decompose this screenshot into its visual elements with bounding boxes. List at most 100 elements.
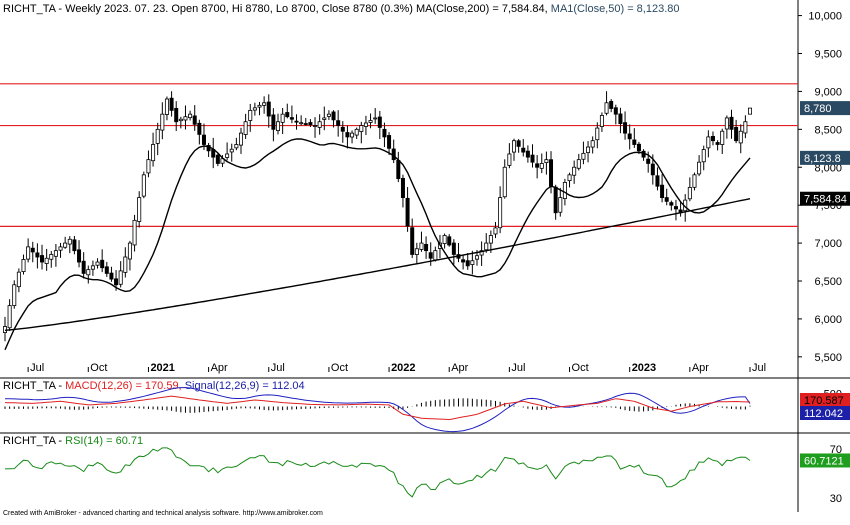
candle-body bbox=[474, 255, 479, 260]
candle-body bbox=[49, 254, 54, 260]
candle-body bbox=[271, 114, 276, 130]
candle-body bbox=[21, 259, 26, 273]
candle-body bbox=[331, 111, 336, 121]
macd-header: RICHT_TA - MACD(12,26) = 170.59, Signal(… bbox=[3, 380, 305, 392]
candle-body bbox=[44, 257, 49, 264]
candle-body bbox=[655, 175, 660, 187]
candle-body bbox=[303, 123, 308, 125]
candle-body bbox=[58, 246, 63, 251]
macd-legend: MACD(12,26) = 170.59, bbox=[65, 380, 185, 392]
time-axis-tick-label: 2021 bbox=[150, 362, 174, 374]
macd-header-prefix: RICHT_TA - bbox=[3, 380, 65, 392]
candle-body bbox=[572, 166, 577, 176]
candle-body bbox=[706, 136, 711, 149]
candle-body bbox=[484, 242, 489, 251]
candle-body bbox=[530, 154, 535, 163]
candle-body bbox=[95, 261, 100, 266]
candle-body bbox=[201, 134, 206, 145]
price-axis-tick-label: 9,500 bbox=[814, 49, 842, 61]
price-header-prefix: RICHT_TA - Weekly 2023. 07. 23. Open 870… bbox=[3, 3, 416, 15]
ma200-badge: 7,584.84 bbox=[804, 194, 847, 206]
ma200-line bbox=[4, 198, 751, 331]
candle-body bbox=[553, 186, 558, 214]
candle-body bbox=[90, 265, 95, 270]
candle-body bbox=[308, 122, 313, 125]
candle-body bbox=[262, 102, 267, 106]
candle-body bbox=[178, 118, 183, 122]
candle-body bbox=[317, 121, 322, 128]
candle-body bbox=[599, 115, 604, 127]
candle-body bbox=[53, 250, 58, 257]
candle-body bbox=[428, 252, 433, 259]
candle-body bbox=[109, 272, 114, 280]
candle-body bbox=[581, 152, 586, 160]
ma50-line bbox=[4, 138, 751, 351]
candle-body bbox=[405, 197, 410, 227]
candle-body bbox=[77, 249, 82, 263]
candle-body bbox=[326, 113, 331, 117]
candle-body bbox=[382, 128, 387, 138]
candle-body bbox=[299, 122, 304, 125]
signal-badge-bg bbox=[800, 406, 850, 420]
candle-body bbox=[141, 174, 146, 197]
candle-body bbox=[697, 161, 702, 175]
candle-body bbox=[7, 305, 12, 329]
candle-body bbox=[627, 133, 632, 140]
candle-body bbox=[137, 197, 142, 222]
candle-body bbox=[35, 252, 40, 258]
candle-body bbox=[12, 284, 17, 306]
candle-body bbox=[229, 148, 234, 153]
candle-body bbox=[424, 244, 429, 252]
candle-body bbox=[183, 116, 188, 121]
price-axis-tick-label: 6,000 bbox=[814, 314, 842, 326]
candle-body bbox=[285, 112, 290, 118]
candle-body bbox=[609, 100, 614, 109]
candle-body bbox=[373, 117, 378, 120]
footer-credit: Created with AmiBroker - advanced charti… bbox=[3, 510, 323, 517]
time-axis-tick-label: Jul bbox=[752, 362, 766, 374]
candle-body bbox=[151, 144, 156, 162]
candle-body bbox=[738, 130, 743, 144]
candle-body bbox=[72, 239, 77, 252]
candle-body bbox=[470, 260, 475, 265]
candle-body bbox=[549, 159, 554, 187]
candle-body bbox=[461, 259, 466, 263]
candle-body bbox=[363, 122, 368, 127]
price-axis-tick-label: 6,500 bbox=[814, 276, 842, 288]
candle-body bbox=[16, 271, 21, 288]
candle-body bbox=[197, 122, 202, 135]
rsi-axis-tick-label: 30 bbox=[830, 493, 842, 505]
candle-body bbox=[67, 238, 72, 245]
time-axis-tick-label: Apr bbox=[451, 362, 468, 374]
ma50-badge: 8,123.8 bbox=[804, 153, 841, 165]
close-price-badge-bg bbox=[800, 101, 850, 116]
time-axis-tick-label: 2023 bbox=[632, 362, 656, 374]
candle-body bbox=[493, 227, 498, 235]
candle-body bbox=[544, 159, 549, 164]
candle-body bbox=[118, 270, 123, 285]
candle-body bbox=[359, 125, 364, 132]
candle-body bbox=[604, 102, 609, 114]
candle-body bbox=[618, 113, 623, 125]
candle-body bbox=[248, 109, 253, 121]
candle-body bbox=[673, 206, 678, 210]
macd-badge: 170.587 bbox=[804, 395, 844, 407]
candle-body bbox=[701, 149, 706, 163]
candle-body bbox=[498, 197, 503, 229]
candle-body bbox=[567, 174, 572, 182]
candle-body bbox=[632, 139, 637, 145]
candle-body bbox=[613, 107, 618, 115]
candle-body bbox=[174, 107, 179, 123]
ma200-legend: MA(Close,200) = 7,584.84, bbox=[416, 3, 551, 15]
candle-body bbox=[100, 259, 105, 269]
candle-body bbox=[433, 250, 438, 261]
rsi-badge-bg bbox=[800, 453, 850, 468]
candle-body bbox=[400, 177, 405, 198]
candle-body bbox=[507, 153, 512, 166]
candles bbox=[3, 91, 753, 342]
candle-body bbox=[636, 143, 641, 152]
candle-body bbox=[419, 242, 424, 250]
time-axis-tick-label: Jul bbox=[271, 362, 285, 374]
candle-body bbox=[377, 116, 382, 128]
